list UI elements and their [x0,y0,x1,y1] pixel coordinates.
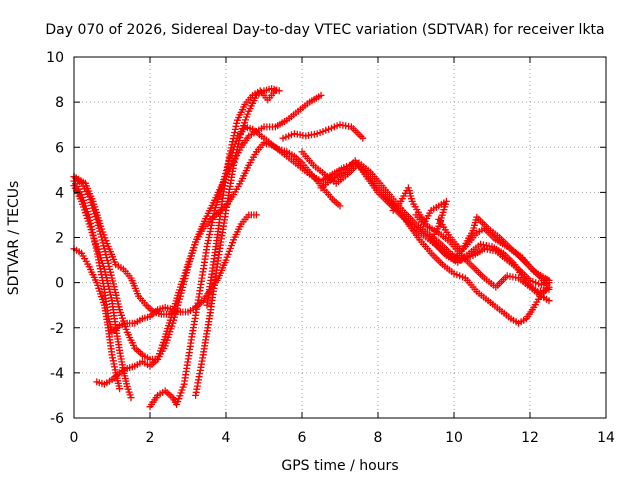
grid-lines [74,57,606,418]
x-tick-label: 4 [222,430,231,446]
y-tick-label: 8 [55,95,64,111]
y-tick-label: -4 [50,366,64,382]
x-tick-labels: 0 2 4 6 8 10 12 14 [70,430,615,446]
series-trace-m [389,184,553,305]
y-tick-label: 2 [55,231,64,247]
series-trace-l [317,157,553,296]
series-trace-o [435,213,553,284]
x-tick-label: 8 [374,430,383,446]
x-axis-label: GPS time / hours [281,458,398,474]
y-tick-label: 0 [55,276,64,292]
y-tick-label: -6 [50,411,64,427]
y-tick-label: 6 [55,140,64,156]
x-tick-label: 2 [146,430,155,446]
y-tick-labels: -6 -4 -2 0 2 4 6 8 10 [46,50,64,427]
y-tick-label: -2 [50,321,64,337]
data-series [70,85,553,411]
x-tick-label: 14 [597,430,615,446]
series-trace-j [279,121,367,142]
chart-title: Day 070 of 2026, Sidereal Day-to-day VTE… [45,22,604,38]
axis-ticks [73,56,607,419]
y-tick-label: 4 [55,185,64,201]
x-tick-label: 6 [298,430,307,446]
x-tick-label: 10 [445,430,463,446]
y-axis-label: SDTVAR / TECUs [6,181,22,296]
series-trace-i [203,87,279,309]
x-tick-label: 0 [70,430,79,446]
y-tick-label: 10 [46,50,64,66]
series-trace-g [146,123,553,411]
series-trace-h [192,85,283,399]
x-tick-label: 12 [521,430,539,446]
